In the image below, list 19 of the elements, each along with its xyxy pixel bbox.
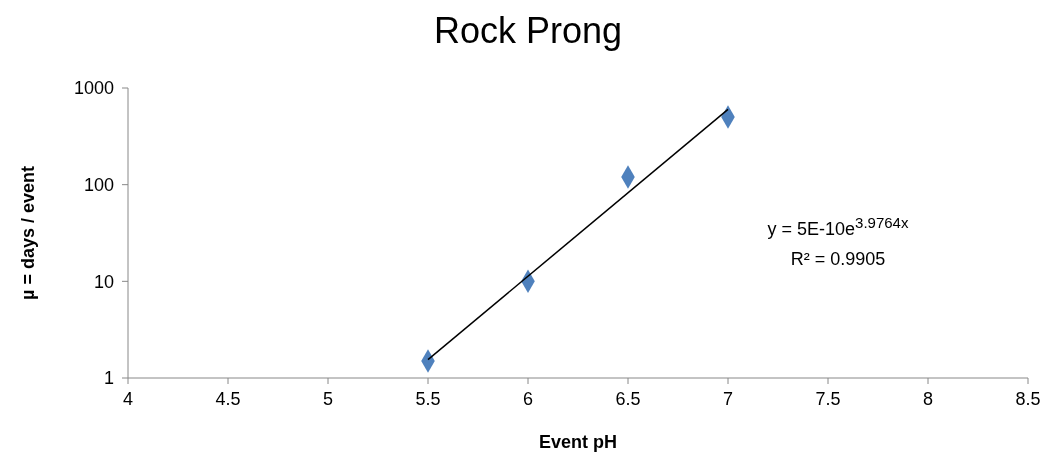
x-tick-label: 6 (522, 388, 534, 409)
x-tick-label: 6.5 (615, 388, 641, 409)
y-axis-title: µ = days / event (18, 166, 39, 300)
annotation: y = 5E-10e$^{3.9764x}$ (766, 213, 910, 241)
x-axis-title: Event pH (538, 432, 618, 452)
x-tick-label: 7 (722, 388, 734, 409)
x-tick-label: 5.5 (415, 388, 441, 409)
x-tick-label: 4 (122, 388, 134, 409)
y-tick-label: 1 (103, 368, 114, 389)
y-tick-label: 10 (93, 271, 114, 292)
y-tick-label: 100 (83, 175, 114, 196)
y-tick-label: 1000 (73, 78, 114, 99)
x-tick-label: 8.5 (1015, 388, 1041, 409)
x-tick-label: 4.5 (215, 388, 241, 409)
chart-title: Rock Prong (432, 10, 624, 52)
x-tick-label: 8 (922, 388, 934, 409)
x-tick-label: 7.5 (815, 388, 841, 409)
x-tick-label: 5 (322, 388, 334, 409)
annotation: R² = 0.9905 (789, 248, 887, 271)
